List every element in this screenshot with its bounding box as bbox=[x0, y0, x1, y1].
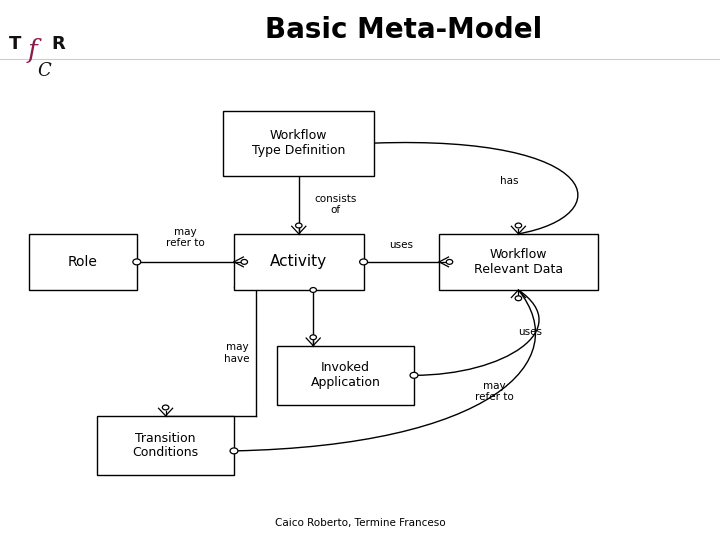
Text: may
refer to: may refer to bbox=[475, 381, 514, 402]
Text: Role: Role bbox=[68, 255, 98, 269]
Circle shape bbox=[446, 259, 453, 264]
Text: Activity: Activity bbox=[270, 254, 328, 269]
FancyBboxPatch shape bbox=[234, 234, 364, 290]
FancyBboxPatch shape bbox=[223, 111, 374, 176]
Text: C: C bbox=[37, 62, 51, 80]
FancyBboxPatch shape bbox=[29, 234, 137, 290]
Text: R: R bbox=[52, 35, 66, 53]
FancyBboxPatch shape bbox=[277, 346, 414, 405]
Circle shape bbox=[296, 223, 302, 228]
Text: Workflow
Type Definition: Workflow Type Definition bbox=[252, 129, 346, 157]
Circle shape bbox=[133, 259, 141, 265]
Circle shape bbox=[516, 296, 521, 301]
Circle shape bbox=[241, 259, 248, 264]
Text: f: f bbox=[27, 38, 37, 63]
FancyBboxPatch shape bbox=[97, 416, 234, 475]
Text: Invoked
Application: Invoked Application bbox=[310, 361, 381, 389]
Text: Basic Meta-Model: Basic Meta-Model bbox=[264, 16, 542, 44]
Text: Transition
Conditions: Transition Conditions bbox=[132, 431, 199, 460]
Circle shape bbox=[310, 335, 317, 340]
Circle shape bbox=[230, 448, 238, 454]
Text: may
refer to: may refer to bbox=[166, 227, 204, 248]
Circle shape bbox=[162, 405, 168, 410]
Text: T: T bbox=[9, 35, 21, 53]
Text: Workflow
Relevant Data: Workflow Relevant Data bbox=[474, 248, 563, 276]
Text: Caico Roberto, Termine Franceso: Caico Roberto, Termine Franceso bbox=[275, 518, 445, 528]
Circle shape bbox=[310, 287, 317, 293]
Text: may
have: may have bbox=[225, 342, 250, 364]
Text: uses: uses bbox=[390, 240, 413, 250]
Text: uses: uses bbox=[518, 327, 542, 337]
Text: has: has bbox=[500, 176, 519, 186]
Circle shape bbox=[360, 259, 368, 265]
Circle shape bbox=[410, 373, 418, 378]
Text: consists
of: consists of bbox=[315, 194, 357, 215]
Circle shape bbox=[516, 223, 521, 228]
FancyBboxPatch shape bbox=[439, 234, 598, 290]
